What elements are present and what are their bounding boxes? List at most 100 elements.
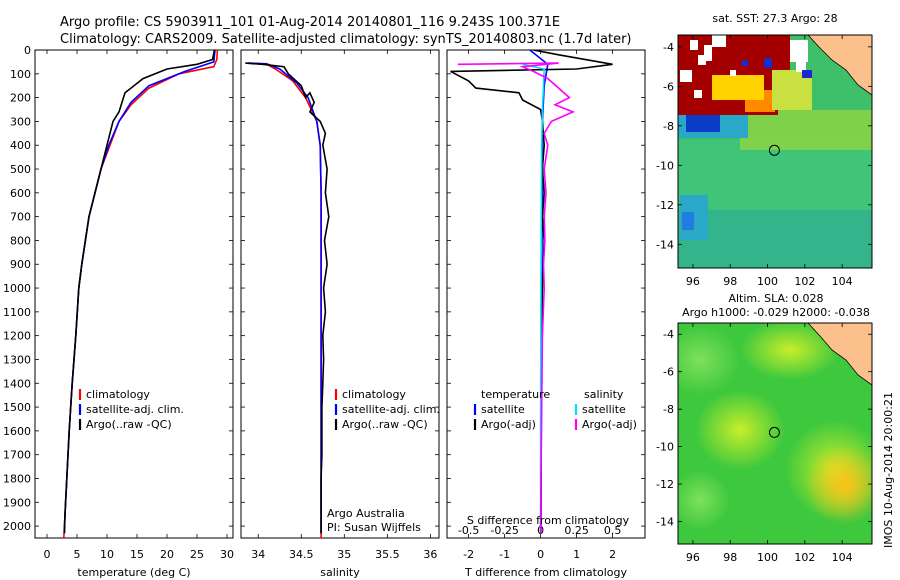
x-tick-label: -1	[499, 548, 510, 561]
x-tick-label: 34.5	[289, 548, 314, 561]
x-tick-label: 1	[573, 548, 580, 561]
y-tick-label: 500	[10, 163, 31, 176]
series-line	[63, 50, 216, 534]
x-tick-label: 35.5	[375, 548, 400, 561]
map-y-tick-label: -4	[663, 328, 674, 341]
map-y-tick-label: -12	[656, 199, 674, 212]
map-x-tick-label: 100	[757, 275, 778, 288]
map-y-tick-label: -10	[656, 159, 674, 172]
s-difference-tick-label: 0.25	[564, 524, 589, 537]
legend-label: climatology	[342, 388, 406, 401]
sla-map-panel: Altim. SLA: 0.028 Argo h1000: -0.029 h20…	[656, 292, 873, 564]
x-tick-label: 35	[337, 548, 351, 561]
temperature-panel: 0100200300400500600700800900100011001200…	[3, 44, 234, 579]
sla-heatmap	[678, 323, 872, 544]
s-difference-title: S difference from climatology	[467, 514, 630, 527]
map-y-tick-label: -8	[663, 403, 674, 416]
x-tick-label: 30	[220, 548, 234, 561]
y-tick-label: 1000	[3, 282, 31, 295]
y-tick-label: 1600	[3, 425, 31, 438]
map-y-tick-label: -6	[663, 366, 674, 379]
legend-label: Argo(..raw -QC)	[86, 418, 172, 431]
x-tick-label: 2	[609, 548, 616, 561]
y-tick-label: 1100	[3, 306, 31, 319]
y-tick-label: 0	[24, 44, 31, 57]
salinity-axes-frame	[240, 49, 440, 539]
sla-map-subtitle: Argo h1000: -0.029 h2000: -0.038	[682, 306, 870, 319]
temperature-axes-frame	[34, 49, 234, 539]
sla-argo-marker	[768, 426, 780, 438]
map-x-tick-label: 102	[794, 551, 815, 564]
s-difference-tick-label: -0.25	[490, 524, 518, 537]
y-tick-label: 1200	[3, 330, 31, 343]
salinity-panel: 34 34.5 35 35.5 36 climatology satellite-adj.…	[240, 49, 440, 579]
map-x-tick-label: 100	[757, 551, 778, 564]
map-y-tick-label: -14	[656, 516, 674, 529]
legend-temperature-header: temperature	[481, 388, 550, 401]
map-x-tick-label: 102	[794, 275, 815, 288]
sst-map-title: sat. SST: 27.3 Argo: 28	[712, 12, 837, 25]
y-tick-label: 1300	[3, 353, 31, 366]
header-line-1: Argo profile: CS 5903911_101 01-Aug-2014…	[60, 15, 560, 30]
salinity-xlabel: salinity	[320, 566, 360, 579]
salinity-annotation-line-2: PI: Susan Wijffels	[327, 521, 421, 534]
s-difference-tick-label: -0.5	[458, 524, 479, 537]
y-tick-label: 400	[10, 139, 31, 152]
map-y-tick-label: -14	[656, 238, 674, 251]
y-tick-label: 700	[10, 211, 31, 224]
map-x-tick-label: 104	[832, 551, 853, 564]
imos-timestamp: IMOS 10-Aug-2014 20:00:21	[882, 392, 895, 548]
x-tick-label: 0	[44, 548, 51, 561]
legend-label: climatology	[86, 388, 150, 401]
x-tick-label: 10	[100, 548, 114, 561]
map-x-tick-label: 98	[723, 551, 737, 564]
map-x-tick-label: 98	[723, 275, 737, 288]
sst-heatmap	[678, 35, 872, 268]
y-tick-label: 600	[10, 187, 31, 200]
map-x-tick-label: 104	[832, 275, 853, 288]
legend-label: Argo(-adj)	[582, 418, 637, 431]
series-line	[245, 62, 330, 534]
map-y-tick-label: -12	[656, 478, 674, 491]
sst-argo-marker	[768, 144, 780, 156]
y-tick-label: 200	[10, 92, 31, 105]
x-tick-label: 0	[537, 548, 544, 561]
y-tick-label: 900	[10, 258, 31, 271]
map-y-tick-label: -10	[656, 441, 674, 454]
header-line-2: Climatology: CARS2009. Satellite-adjuste…	[60, 32, 632, 47]
legend-salinity-header: salinity	[584, 388, 624, 401]
y-tick-label: 1400	[3, 377, 31, 390]
t-difference-xlabel: T difference from climatology	[464, 566, 627, 579]
difference-axes-frame	[446, 49, 646, 539]
y-tick-label: 100	[10, 68, 31, 81]
x-tick-label: 20	[160, 548, 174, 561]
x-tick-label: 36	[423, 548, 437, 561]
legend-label: satellite	[481, 403, 525, 416]
map-y-tick-label: -8	[663, 120, 674, 133]
sst-map-panel: sat. SST: 27.3 Argo: 28	[656, 12, 873, 288]
x-tick-label: 5	[74, 548, 81, 561]
sla-map-title: Altim. SLA: 0.028	[728, 292, 823, 305]
y-tick-label: 300	[10, 115, 31, 128]
legend-label: satellite-adj. clim.	[342, 403, 440, 416]
s-difference-tick-label: 0.5	[604, 524, 622, 537]
y-tick-label: 800	[10, 234, 31, 247]
legend-label: Argo(-adj)	[481, 418, 536, 431]
series-line	[457, 62, 576, 534]
y-tick-label: 2000	[3, 520, 31, 533]
map-x-tick-label: 96	[686, 551, 700, 564]
map-y-tick-label: -6	[663, 80, 674, 93]
difference-panel: -2 -1 0 1 2-0.5 -0.25 0 0.25 0.5 temperature sali…	[446, 49, 646, 579]
map-y-tick-label: -4	[663, 41, 674, 54]
x-tick-label: 25	[190, 548, 204, 561]
map-x-tick-label: 96	[686, 275, 700, 288]
y-tick-label: 1900	[3, 496, 31, 509]
y-tick-label: 1700	[3, 449, 31, 462]
y-tick-label: 1500	[3, 401, 31, 414]
legend-label: satellite-adj. clim.	[86, 403, 184, 416]
temperature-xlabel: temperature (deg C)	[77, 566, 190, 579]
y-tick-label: 1800	[3, 472, 31, 485]
legend-label: satellite	[582, 403, 626, 416]
x-tick-label: 34	[251, 548, 265, 561]
